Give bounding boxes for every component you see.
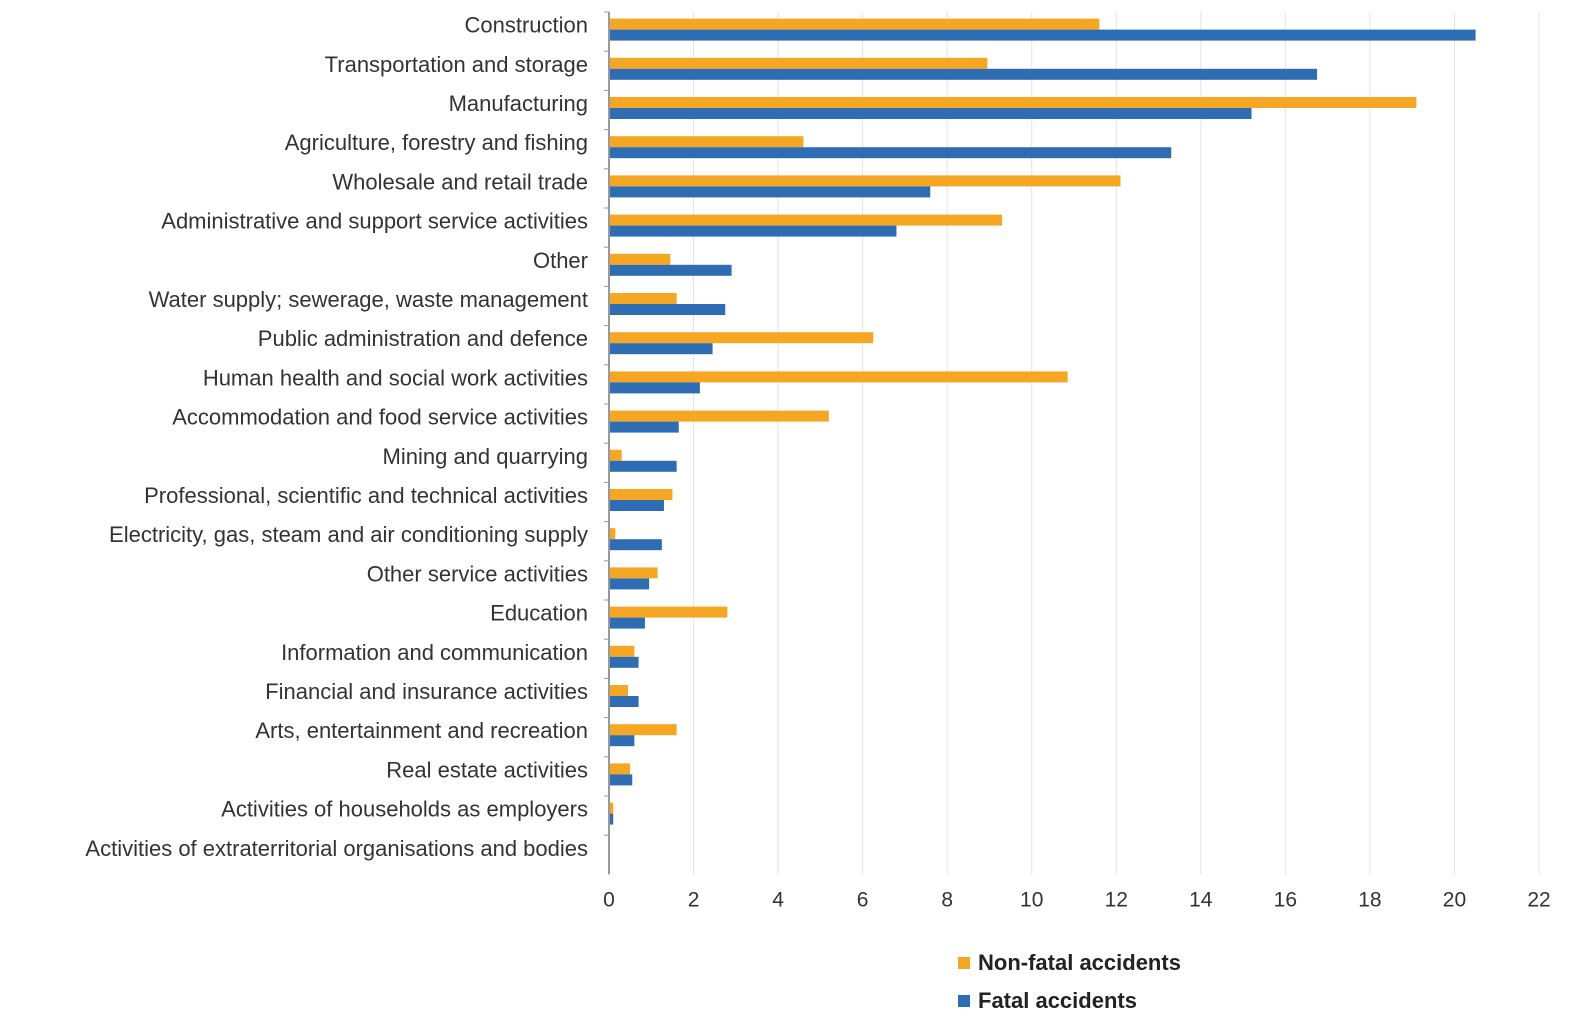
category-label: Human health and social work activities [203, 365, 588, 390]
bar-nonfatal [610, 293, 677, 304]
x-tick-label: 20 [1443, 888, 1466, 911]
category-label: Financial and insurance activities [265, 679, 588, 704]
bar-fatal [610, 264, 732, 276]
category-label: Transportation and storage [325, 52, 588, 77]
x-tick-label: 14 [1189, 888, 1213, 911]
bar-nonfatal [610, 97, 1417, 108]
x-tick-label: 12 [1105, 888, 1128, 911]
bar-fatal [610, 147, 1172, 159]
category-label: Arts, entertainment and recreation [255, 718, 588, 743]
bar-fatal [610, 656, 639, 668]
category-label: Public administration and defence [258, 326, 588, 351]
x-tick-label: 4 [772, 888, 784, 911]
category-label: Education [490, 601, 588, 626]
category-label: Water supply; sewerage, waste management [149, 287, 588, 312]
bar-nonfatal [610, 645, 635, 657]
bar-nonfatal [610, 606, 728, 618]
legend-swatch-fatal [958, 995, 970, 1007]
bar-fatal [610, 186, 931, 198]
bar-nonfatal [610, 214, 1003, 226]
x-tick-label: 8 [941, 888, 953, 911]
category-label: Other [533, 248, 588, 273]
x-tick-label: 16 [1274, 888, 1297, 911]
category-labels: Construction Transportation and storage Ma… [85, 13, 588, 861]
bar-nonfatal [610, 371, 1068, 383]
category-label: Other service activities [367, 561, 588, 586]
bar-nonfatal [610, 175, 1121, 187]
legend: Non-fatal accidents Fatal accidents [958, 944, 1181, 1020]
bar-fatal [610, 617, 645, 629]
legend-swatch-nonfatal [958, 957, 970, 969]
bar-nonfatal [610, 136, 804, 148]
bar-fatal [610, 225, 897, 237]
bar-fatal [610, 108, 1252, 119]
x-tick-label: 0 [603, 888, 615, 911]
legend-item-nonfatal: Non-fatal accidents [958, 944, 1181, 982]
category-label: Real estate activities [386, 757, 588, 782]
legend-label-nonfatal: Non-fatal accidents [978, 950, 1181, 975]
bar-fatal [610, 343, 713, 355]
category-label: Activities of households as employers [221, 797, 588, 822]
bar-fatal [610, 813, 614, 825]
category-label: Mining and quarrying [383, 444, 588, 469]
legend-item-fatal: Fatal accidents [958, 982, 1181, 1020]
bar-fatal [610, 539, 662, 551]
category-label: Activities of extraterritorial organisat… [85, 836, 588, 861]
category-label: Administrative and support service activ… [161, 209, 588, 234]
bar-nonfatal [610, 802, 614, 814]
bar-nonfatal [610, 567, 658, 579]
x-tick-label: 6 [857, 888, 869, 911]
bars [610, 18, 1476, 825]
x-tick-label: 18 [1358, 888, 1381, 911]
category-label: Agriculture, forestry and fishing [285, 130, 588, 155]
bar-nonfatal [610, 57, 988, 69]
bar-nonfatal [610, 763, 631, 775]
bar-fatal [610, 29, 1476, 41]
bar-fatal [610, 421, 679, 433]
gridlines [693, 12, 1540, 875]
bar-nonfatal [610, 685, 629, 696]
bar-nonfatal [610, 724, 677, 736]
bar-fatal [610, 735, 635, 747]
x-tick-label: 10 [1020, 888, 1043, 911]
category-label: Information and communication [281, 640, 588, 665]
bar-fatal [610, 578, 650, 590]
category-label: Electricity, gas, steam and air conditio… [109, 522, 588, 547]
bar-nonfatal [610, 332, 874, 344]
bar-fatal [610, 774, 633, 786]
category-label: Wholesale and retail trade [332, 169, 588, 194]
bar-nonfatal [610, 253, 671, 265]
bar-fatal [610, 500, 664, 511]
bar-nonfatal [610, 18, 1100, 30]
category-label: Manufacturing [449, 91, 588, 116]
bar-fatal [610, 68, 1318, 80]
bar-fatal [610, 460, 677, 472]
bar-fatal [610, 304, 726, 315]
category-label: Professional, scientific and technical a… [144, 483, 588, 508]
bar-nonfatal [610, 528, 616, 540]
bar-fatal [610, 696, 639, 707]
bar-nonfatal [610, 489, 673, 500]
x-tick-label: 22 [1527, 888, 1550, 911]
bar-nonfatal [610, 410, 829, 422]
x-axis-ticks: 0 2 4 6 8 10 12 14 16 18 20 22 [603, 11, 1551, 911]
legend-label-fatal: Fatal accidents [978, 988, 1137, 1013]
bar-nonfatal [610, 449, 622, 461]
category-label: Accommodation and food service activitie… [172, 405, 588, 430]
category-label: Construction [464, 13, 588, 38]
bar-fatal [610, 382, 700, 394]
x-tick-label: 2 [688, 888, 700, 911]
